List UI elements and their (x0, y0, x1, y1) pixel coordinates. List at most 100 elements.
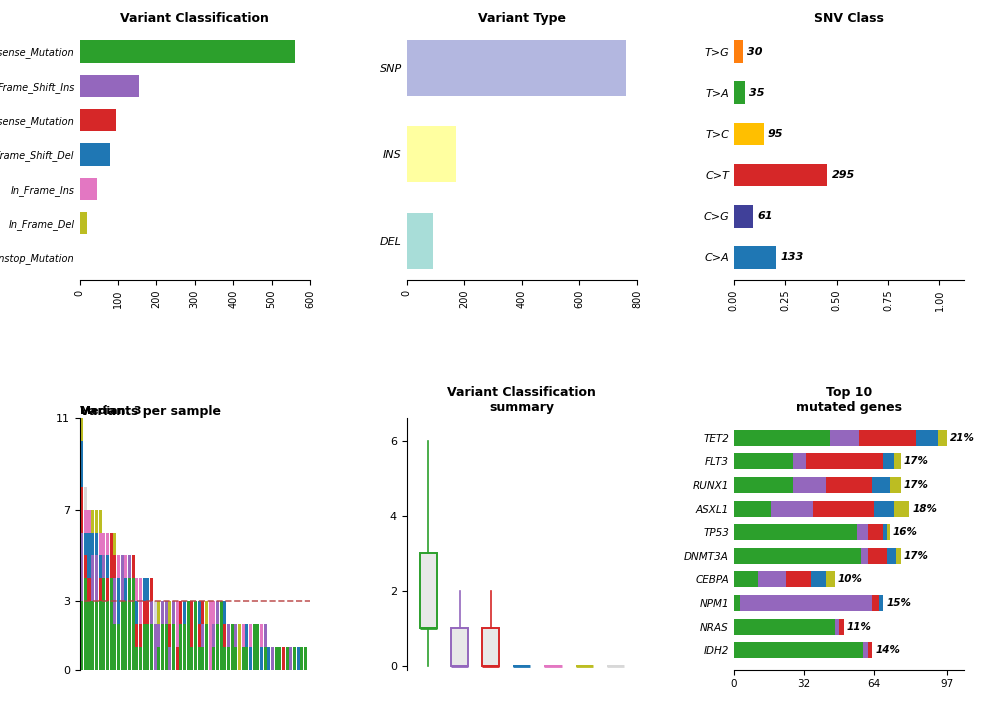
Text: 10%: 10% (838, 575, 863, 585)
Bar (135, 647, 138, 670)
Bar (894, 500, 910, 516)
Text: 17%: 17% (904, 551, 928, 561)
Bar (105, 533, 109, 555)
Text: Variants per sample: Variants per sample (80, 405, 221, 418)
Bar (80, 40, 294, 63)
Bar (146, 601, 149, 624)
Bar (734, 122, 764, 145)
Bar (109, 578, 112, 670)
Bar (98, 578, 101, 601)
Text: 61: 61 (757, 211, 772, 221)
Bar (80, 109, 116, 131)
Bar (890, 477, 901, 493)
Bar (117, 555, 120, 578)
Title: Variant Type: Variant Type (478, 12, 566, 25)
Bar (83, 578, 86, 670)
Text: 14%: 14% (876, 645, 901, 655)
Bar (87, 510, 90, 533)
Bar (868, 524, 883, 540)
Bar (94, 555, 98, 601)
Bar (451, 629, 468, 666)
Bar (213, 624, 216, 647)
Bar (285, 647, 288, 670)
Bar (87, 533, 90, 578)
Bar (157, 647, 160, 670)
Bar (172, 624, 175, 670)
Bar (146, 624, 149, 670)
Title: Variant Classification: Variant Classification (120, 12, 269, 25)
Bar (176, 601, 179, 647)
Bar (296, 647, 300, 670)
Bar (826, 572, 835, 588)
Bar (758, 572, 786, 588)
Text: 133: 133 (780, 252, 803, 262)
Bar (83, 487, 86, 510)
Bar (105, 555, 109, 578)
Bar (201, 647, 205, 670)
Bar (734, 572, 758, 588)
Text: 295: 295 (831, 170, 855, 180)
Bar (139, 578, 142, 624)
Bar (157, 624, 160, 647)
Bar (300, 647, 303, 670)
Bar (176, 647, 179, 670)
Bar (793, 477, 826, 493)
Bar (894, 454, 901, 469)
Bar (168, 624, 171, 647)
Bar (734, 500, 771, 516)
Bar (407, 40, 625, 96)
Bar (91, 555, 94, 601)
Bar (235, 647, 238, 670)
Bar (87, 578, 90, 601)
Bar (91, 601, 94, 670)
Bar (248, 647, 252, 670)
Bar (81, 487, 83, 533)
Text: 35: 35 (749, 88, 764, 98)
Bar (113, 624, 116, 670)
Bar (83, 533, 86, 555)
Bar (102, 555, 105, 578)
Bar (98, 555, 101, 578)
Bar (872, 595, 879, 611)
Bar (94, 601, 98, 670)
Bar (187, 601, 190, 670)
Text: 30: 30 (747, 47, 763, 57)
Bar (857, 524, 868, 540)
Bar (172, 601, 175, 624)
Bar (252, 624, 255, 670)
Bar (117, 624, 120, 670)
Bar (216, 624, 219, 670)
Bar (168, 647, 171, 670)
Bar (213, 601, 216, 624)
Bar (246, 647, 248, 670)
Bar (128, 555, 131, 578)
Bar (216, 601, 219, 624)
Bar (131, 578, 134, 670)
Bar (734, 40, 744, 63)
Bar (113, 555, 116, 578)
Bar (135, 578, 138, 601)
Bar (259, 624, 263, 647)
Bar (830, 430, 859, 446)
Bar (734, 454, 793, 469)
Bar (883, 454, 894, 469)
Bar (888, 548, 897, 564)
Text: 15%: 15% (887, 598, 911, 608)
Bar (209, 601, 212, 670)
Bar (135, 601, 138, 624)
Bar (874, 500, 894, 516)
Bar (81, 533, 83, 601)
Bar (135, 624, 138, 647)
Bar (190, 647, 194, 670)
Bar (793, 454, 806, 469)
Text: 16%: 16% (893, 527, 917, 537)
Bar (231, 624, 234, 670)
Bar (863, 642, 868, 658)
Bar (304, 647, 307, 670)
Bar (198, 624, 201, 647)
Bar (198, 601, 201, 624)
Bar (81, 418, 83, 441)
Bar (161, 624, 164, 670)
Bar (407, 212, 432, 269)
Bar (128, 578, 131, 670)
